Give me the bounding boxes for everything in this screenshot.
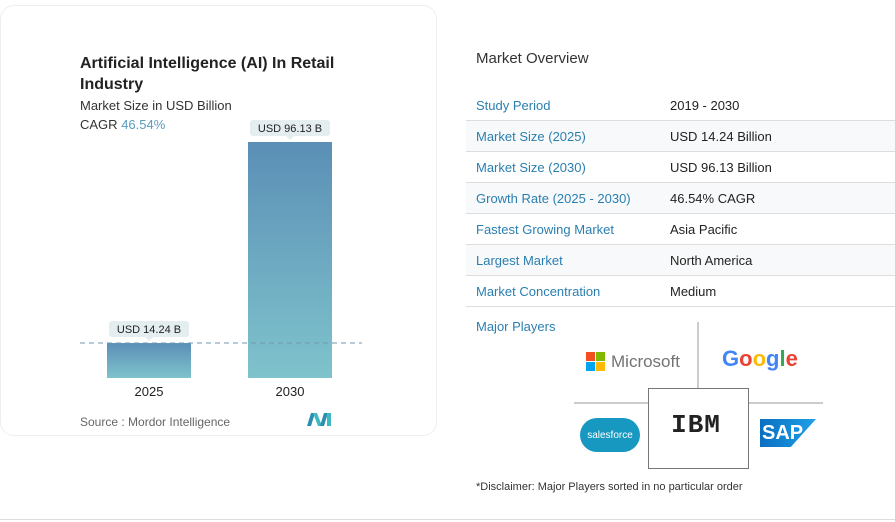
microsoft-windows-icon — [586, 352, 605, 371]
overview-row: Growth Rate (2025 - 2030) 46.54% CAGR — [466, 183, 895, 214]
bar-2030 — [248, 142, 332, 378]
row-label: Market Concentration — [476, 283, 601, 299]
sap-logo: SAP — [760, 419, 816, 447]
row-value: 46.54% CAGR — [670, 190, 756, 206]
bar-chart: USD 14.24 B 2025 USD 96.13 B 2030 — [80, 120, 362, 399]
row-value: Asia Pacific — [670, 221, 738, 237]
divider — [0, 519, 895, 520]
cagr-value: 46.54% — [121, 117, 166, 132]
cagr-label: CAGR 46.54% — [80, 117, 165, 132]
chart-subtitle: Market Size in USD Billion — [80, 98, 232, 113]
row-label: Largest Market — [476, 252, 563, 268]
salesforce-logo: salesforce — [580, 418, 640, 452]
data-label-bg — [250, 120, 330, 136]
row-value: 2019 - 2030 — [670, 97, 740, 113]
microsoft-logo: Microsoft — [586, 350, 680, 374]
chart-title: Artificial Intelligence (AI) In Retail I… — [80, 55, 335, 93]
overview-title: Market Overview — [476, 50, 589, 67]
major-players-label: Major Players — [476, 319, 556, 334]
row-label: Growth Rate (2025 - 2030) — [476, 190, 631, 206]
x-tick-label: 2025 — [135, 384, 164, 399]
overview-row: Largest Market North America — [466, 245, 895, 276]
x-tick-label: 2030 — [276, 384, 305, 399]
row-value: North America — [670, 252, 753, 268]
disclaimer: *Disclaimer: Major Players sorted in no … — [476, 481, 743, 493]
data-label: USD 14.24 B — [117, 324, 181, 336]
bar-2025 — [107, 343, 191, 378]
data-label: USD 96.13 B — [258, 123, 322, 135]
overview-row: Study Period 2019 - 2030 — [466, 90, 895, 121]
row-label: Market Size (2030) — [476, 159, 586, 175]
ibm-logo: IBM — [671, 410, 721, 440]
overview-row: Market Size (2025) USD 14.24 Billion — [466, 121, 895, 152]
overview-row: Market Concentration Medium — [466, 276, 895, 307]
row-label: Market Size (2025) — [476, 128, 586, 144]
chart-card — [0, 5, 437, 436]
row-value: USD 14.24 Billion — [670, 128, 772, 144]
overview-row: Market Size (2030) USD 96.13 Billion — [466, 152, 895, 183]
row-label: Study Period — [476, 97, 551, 113]
cagr-text: CAGR — [80, 117, 118, 132]
row-label: Fastest Growing Market — [476, 221, 614, 237]
data-label-pointer — [145, 337, 153, 342]
data-label-pointer — [286, 136, 294, 140]
row-value: USD 96.13 Billion — [670, 159, 772, 175]
overview-row: Fastest Growing Market Asia Pacific — [466, 214, 895, 245]
data-label-bg — [109, 321, 189, 338]
row-value: Medium — [670, 283, 717, 299]
source-text: Source : Mordor Intelligence — [80, 415, 231, 429]
